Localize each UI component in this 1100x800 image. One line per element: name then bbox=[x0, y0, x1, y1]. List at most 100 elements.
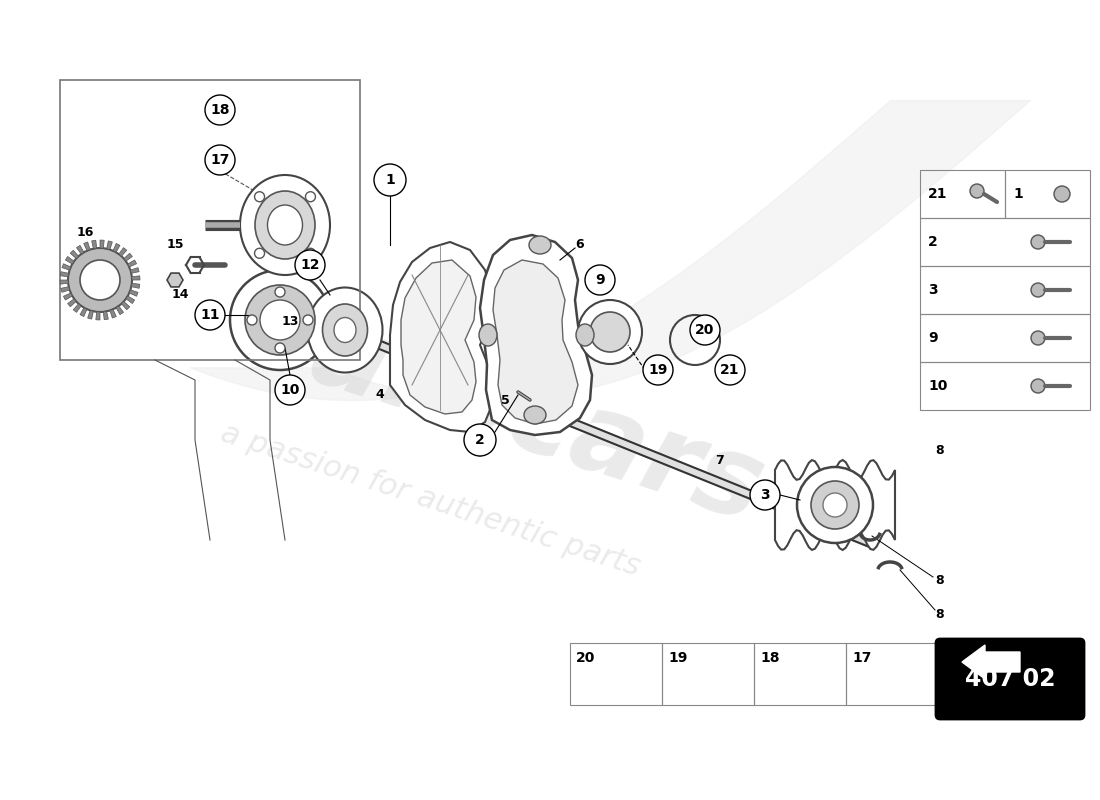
Circle shape bbox=[295, 250, 324, 280]
Circle shape bbox=[1031, 379, 1045, 393]
Polygon shape bbox=[70, 250, 78, 258]
Circle shape bbox=[464, 424, 496, 456]
Text: 15: 15 bbox=[166, 238, 184, 251]
Text: 17: 17 bbox=[210, 153, 230, 167]
Polygon shape bbox=[60, 272, 68, 277]
Text: 18: 18 bbox=[210, 103, 230, 117]
Text: 10: 10 bbox=[928, 379, 947, 393]
Text: 21: 21 bbox=[720, 363, 739, 377]
Polygon shape bbox=[124, 254, 132, 261]
Polygon shape bbox=[110, 310, 117, 318]
Polygon shape bbox=[131, 283, 140, 288]
Polygon shape bbox=[96, 312, 100, 320]
Circle shape bbox=[1031, 331, 1045, 345]
Circle shape bbox=[230, 270, 330, 370]
Bar bbox=[920, 314, 1090, 362]
Text: 3: 3 bbox=[928, 283, 937, 297]
Text: 14: 14 bbox=[172, 289, 189, 302]
Circle shape bbox=[302, 315, 313, 325]
Ellipse shape bbox=[334, 318, 356, 342]
Bar bbox=[570, 643, 662, 705]
Text: 8: 8 bbox=[936, 609, 944, 622]
Bar bbox=[920, 362, 1090, 410]
Polygon shape bbox=[131, 268, 139, 274]
Circle shape bbox=[590, 312, 630, 352]
Text: 8: 8 bbox=[936, 574, 944, 586]
Ellipse shape bbox=[308, 287, 383, 373]
Polygon shape bbox=[125, 296, 134, 303]
Text: 20: 20 bbox=[695, 323, 715, 337]
Circle shape bbox=[811, 481, 859, 529]
Circle shape bbox=[585, 265, 615, 295]
FancyBboxPatch shape bbox=[936, 639, 1084, 719]
Circle shape bbox=[1031, 235, 1045, 249]
Polygon shape bbox=[776, 460, 895, 550]
Circle shape bbox=[248, 315, 257, 325]
Polygon shape bbox=[121, 302, 130, 310]
Circle shape bbox=[306, 248, 316, 258]
Circle shape bbox=[970, 184, 985, 198]
Polygon shape bbox=[390, 242, 492, 432]
Bar bbox=[920, 218, 1090, 266]
Circle shape bbox=[275, 343, 285, 353]
Text: 18: 18 bbox=[760, 651, 780, 665]
Text: 11: 11 bbox=[200, 308, 220, 322]
Bar bbox=[60, 80, 360, 360]
Text: 10: 10 bbox=[280, 383, 299, 397]
Polygon shape bbox=[167, 273, 183, 287]
Polygon shape bbox=[67, 299, 76, 306]
Circle shape bbox=[275, 287, 285, 297]
Circle shape bbox=[306, 192, 316, 202]
Polygon shape bbox=[91, 240, 97, 249]
Ellipse shape bbox=[524, 406, 546, 424]
Ellipse shape bbox=[255, 191, 315, 259]
Polygon shape bbox=[103, 311, 108, 320]
Text: 2: 2 bbox=[928, 235, 937, 249]
Ellipse shape bbox=[240, 175, 330, 275]
Text: 1: 1 bbox=[385, 173, 395, 187]
Text: 4: 4 bbox=[375, 389, 384, 402]
Ellipse shape bbox=[322, 304, 367, 356]
Circle shape bbox=[275, 375, 305, 405]
Polygon shape bbox=[378, 342, 877, 549]
Polygon shape bbox=[88, 310, 94, 319]
Bar bbox=[846, 643, 938, 705]
Text: 7: 7 bbox=[716, 454, 725, 466]
Text: 13: 13 bbox=[282, 315, 299, 328]
Bar bbox=[1005, 170, 1090, 218]
Circle shape bbox=[195, 300, 226, 330]
Polygon shape bbox=[60, 286, 69, 292]
Text: 16: 16 bbox=[76, 226, 94, 238]
Polygon shape bbox=[65, 257, 74, 264]
Circle shape bbox=[750, 480, 780, 510]
Circle shape bbox=[798, 467, 873, 543]
Polygon shape bbox=[962, 645, 1020, 679]
Polygon shape bbox=[74, 304, 81, 312]
Circle shape bbox=[644, 355, 673, 385]
Text: 12: 12 bbox=[300, 258, 320, 272]
Polygon shape bbox=[64, 293, 73, 300]
Polygon shape bbox=[119, 248, 126, 256]
Bar bbox=[754, 643, 846, 705]
Polygon shape bbox=[84, 242, 90, 250]
Polygon shape bbox=[62, 264, 70, 270]
Text: 5: 5 bbox=[500, 394, 509, 406]
Bar bbox=[920, 266, 1090, 314]
Text: 19: 19 bbox=[668, 651, 688, 665]
Polygon shape bbox=[80, 308, 87, 317]
Circle shape bbox=[205, 145, 235, 175]
Text: 3: 3 bbox=[760, 488, 770, 502]
Circle shape bbox=[80, 260, 120, 300]
Ellipse shape bbox=[478, 324, 497, 346]
Polygon shape bbox=[77, 246, 84, 254]
Text: 407 02: 407 02 bbox=[965, 667, 1055, 691]
Text: 2: 2 bbox=[475, 433, 485, 447]
Circle shape bbox=[254, 192, 264, 202]
Bar bbox=[662, 643, 754, 705]
Circle shape bbox=[1031, 283, 1045, 297]
Polygon shape bbox=[128, 260, 136, 267]
Circle shape bbox=[1054, 186, 1070, 202]
Text: 17: 17 bbox=[852, 651, 871, 665]
Circle shape bbox=[823, 493, 847, 517]
Polygon shape bbox=[116, 306, 123, 314]
